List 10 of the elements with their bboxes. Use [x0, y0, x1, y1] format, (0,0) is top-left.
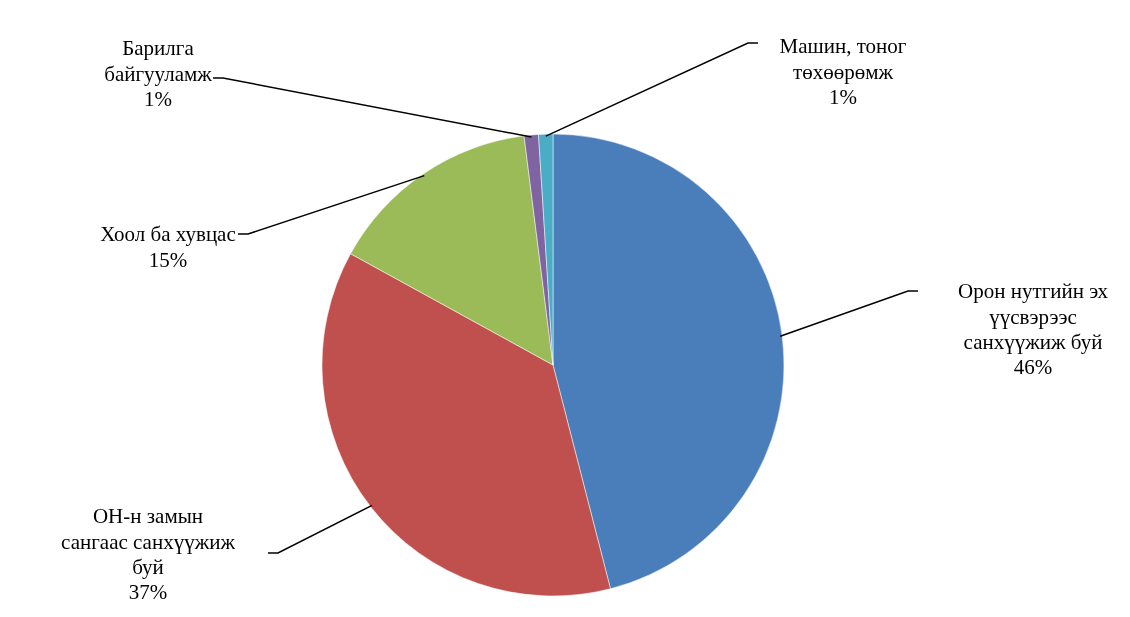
data-label: 1% — [829, 84, 857, 109]
data-label: 46% — [1013, 354, 1053, 379]
data-label: 1% — [144, 86, 172, 111]
slice-label: Орон нутгийн эх үүсвэрээс санхүүжиж буй — [958, 279, 1109, 354]
data-label: 37% — [128, 579, 168, 604]
data-label: 15% — [148, 247, 188, 272]
slice-label: Машин, тоног төхөөрөмж — [779, 34, 907, 84]
slice-label: ОН-н замын сангаас санхүүжиж буй — [61, 504, 236, 579]
slice-label: Хоол ба хувцас — [100, 222, 236, 247]
slice-label: Барилга байгууламж — [104, 36, 213, 86]
